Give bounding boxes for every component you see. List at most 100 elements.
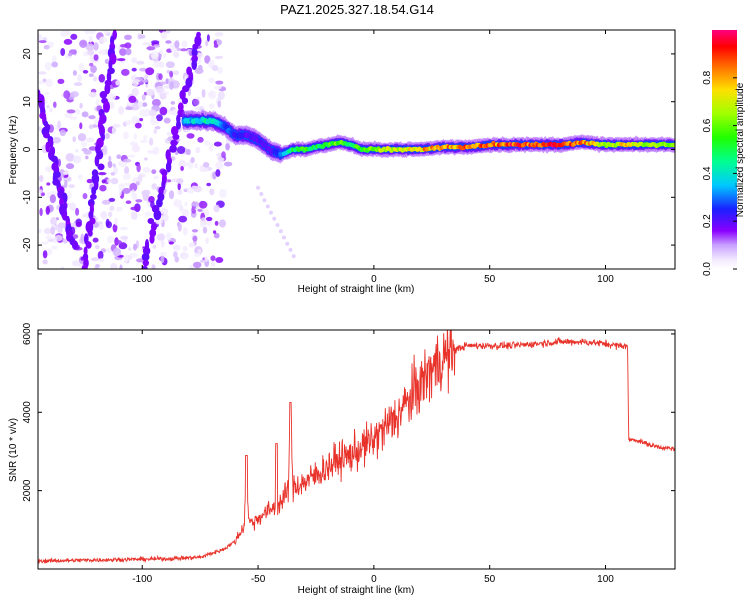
spectrogram-speckle — [195, 146, 201, 154]
spectrogram-speckle — [147, 149, 153, 154]
spectrogram-streak — [45, 141, 50, 153]
spectrogram-speckle — [155, 114, 163, 122]
colorbar-tick-label: 0.4 — [702, 166, 713, 180]
spectrogram-speckle — [99, 222, 104, 230]
spectrogram-speckle — [121, 68, 130, 76]
spectrogram-speckle — [68, 202, 74, 210]
spectrogram-speckle — [45, 235, 53, 240]
spectrogram-speckle — [215, 161, 224, 170]
spectrogram-speckle — [107, 160, 113, 169]
spectrogram-speckle — [182, 245, 188, 252]
spectrogram-tail — [291, 254, 296, 259]
spectrogram-speckle — [139, 67, 148, 72]
spectrogram-speckle — [199, 221, 205, 228]
figure-title: PAZ1.2025.327.18.54.G14 — [280, 2, 434, 17]
colorbar: 0.0 0.2 0.4 0.6 0.8 Normalized spectral ampl… — [702, 30, 746, 276]
spectrogram-speckle — [150, 116, 158, 126]
spectrogram-speckle — [127, 154, 136, 158]
spectrogram-speckle — [171, 109, 179, 116]
spectrogram-streak — [88, 210, 94, 220]
spectrogram-speckle — [90, 65, 97, 73]
spectrogram-speckle — [208, 77, 215, 84]
spectrogram-speckle — [170, 47, 178, 52]
spectrogram-speckle — [151, 264, 156, 269]
spectrogram-speckle — [191, 201, 200, 207]
spectrogram-speckle — [206, 34, 210, 42]
spectrogram-speckle — [164, 30, 171, 34]
spectrogram-speckle — [155, 218, 163, 225]
spectrogram-speckle — [112, 247, 122, 257]
spectrogram-speckle — [217, 91, 225, 101]
spectrogram-speckle — [38, 126, 42, 132]
spectrogram-speckle — [119, 226, 128, 231]
snr-series-line — [38, 330, 675, 565]
spectrogram-speckle — [38, 189, 43, 194]
spectrogram-speckle — [93, 76, 98, 82]
spectrogram-speckle — [60, 48, 66, 56]
spectrogram-speckle — [79, 122, 83, 130]
snr-ytick-label: 4000 — [22, 401, 33, 424]
spectrogram-speckle — [122, 187, 131, 194]
spectrogram-speckle — [129, 182, 138, 192]
snr-ytick-label: 6000 — [22, 322, 33, 345]
spectrogram-speckle — [180, 166, 184, 171]
spectrogram-speckle — [172, 70, 180, 76]
spectrogram-speckle — [192, 99, 200, 106]
spectrogram-speckle — [221, 151, 226, 159]
spectrogram-speckle — [180, 48, 188, 52]
spectrogram-speckle — [110, 262, 118, 269]
spectrogram-speckle — [116, 58, 126, 62]
spectrogram-speckle — [165, 40, 172, 44]
spectrogram-speckle — [209, 142, 214, 152]
spectrogram-streak — [176, 120, 181, 130]
spectrogram-streak — [94, 155, 100, 167]
spectrogram-speckle — [90, 257, 100, 262]
spectrogram-speckle — [134, 122, 142, 129]
spectrogram-speckle — [133, 243, 137, 251]
spectrogram-speckle — [75, 207, 80, 216]
spectrogram-speckle — [153, 175, 159, 180]
spectrogram-speckle — [50, 226, 56, 235]
spectrogram-speckle — [51, 245, 58, 250]
spectrogram-speckle — [161, 31, 167, 40]
spectrogram-speckle — [165, 78, 169, 85]
spectrogram-speckle — [166, 132, 172, 136]
spectrogram-speckle — [154, 126, 161, 130]
spectrogram-streak — [142, 259, 149, 267]
spectrogram-speckle — [124, 34, 132, 40]
spectrogram-speckle — [159, 106, 168, 116]
spectrogram-speckle — [150, 51, 159, 60]
spectrogram-speckle — [114, 217, 119, 226]
spectrogram-speckle — [198, 200, 208, 209]
spectrogram-speckle — [122, 173, 131, 181]
spectrogram-speckle — [213, 85, 222, 90]
spectrogram-speckle — [176, 178, 184, 184]
spectrogram-speckle — [73, 82, 83, 86]
spectrogram-speckle — [159, 207, 169, 215]
spectrogram-speckle — [60, 266, 65, 269]
spectrogram-streak — [97, 163, 105, 171]
spectrogram-speckle — [50, 216, 57, 226]
spectrogram-speckle — [93, 42, 99, 51]
spectrogram-speckle — [178, 215, 188, 223]
spectrogram-streak — [170, 139, 178, 147]
spectrogram-streak — [87, 229, 93, 237]
spectrogram-speckle — [89, 62, 94, 67]
spectrogram-speckle — [151, 98, 161, 107]
spectrogram-speckle — [192, 261, 202, 269]
spectrogram-speckle — [72, 155, 82, 164]
spectrogram-streak — [99, 91, 108, 99]
spectrogram-speckle — [149, 137, 154, 146]
spectrogram-speckle — [59, 129, 66, 137]
spectrogram-streak — [91, 186, 97, 196]
spectrogram-speckle — [38, 228, 42, 234]
spectrogram-tail — [288, 247, 293, 252]
spectrogram-speckle — [97, 172, 107, 176]
spectrogram-speckle — [92, 237, 99, 243]
spectrogram-speckle — [109, 101, 115, 110]
spectrogram-speckle — [44, 61, 52, 71]
spectrogram-speckle — [158, 73, 163, 80]
spectrogram-speckle — [119, 264, 123, 269]
spectrogram-speckle — [141, 189, 151, 196]
